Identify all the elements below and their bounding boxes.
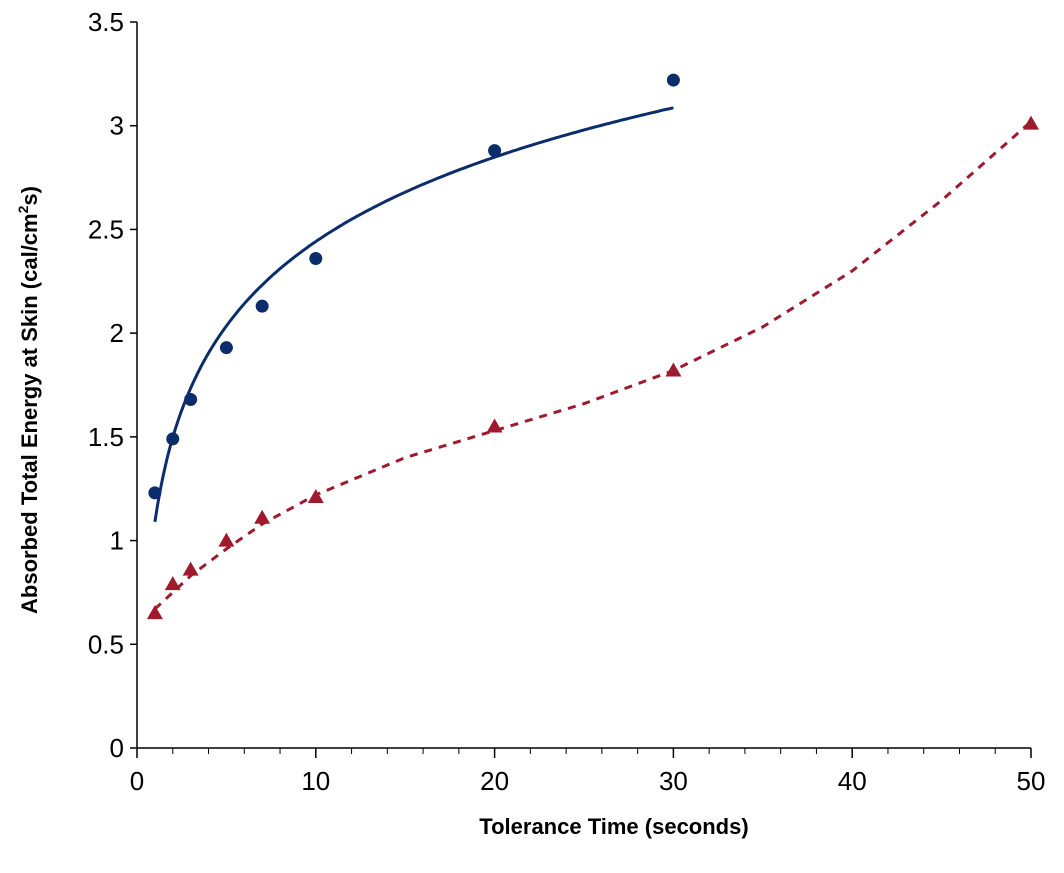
x-ticks: 0 10 20 30 40 50 [130, 748, 1046, 796]
y-tick-label: 0 [110, 733, 124, 763]
y-axis-title-superscript: 2 [15, 205, 31, 213]
data-point-series-1 [219, 341, 233, 355]
y-axis-title-main: Absorbed Total Energy at Skin (cal/cm [17, 213, 42, 614]
data-point-series-1 [309, 251, 323, 265]
x-tick-label: 0 [130, 766, 144, 796]
y-axis-title-end: s) [17, 186, 42, 206]
data-point-series-1 [184, 393, 198, 407]
data-point-series-2 [164, 576, 181, 591]
data-point-series-2 [1023, 115, 1039, 130]
data-point-series-2 [254, 509, 271, 524]
trendline-series-2 [153, 120, 1032, 611]
y-tick-label: 3.5 [88, 7, 124, 37]
y-tick-label: 2.5 [88, 214, 124, 244]
x-tick-label: 20 [480, 766, 509, 796]
data-point-series-2 [182, 561, 199, 576]
data-point-series-1 [666, 73, 680, 87]
x-tick-label: 10 [301, 766, 330, 796]
y-tick-label: 1.5 [88, 422, 124, 452]
y-ticks: 0 0.5 1 1.5 2 2.5 3 3.5 [88, 7, 137, 763]
x-tick-label: 50 [1017, 766, 1046, 796]
data-point-series-2 [665, 362, 682, 377]
trendlines [153, 106, 1032, 611]
y-axis-title: Absorbed Total Energy at Skin (cal/cm2s) [15, 186, 42, 614]
data-point-series-1 [488, 144, 502, 158]
data-point-series-1 [255, 299, 269, 313]
data-point-series-2 [146, 605, 163, 620]
y-tick-label: 2 [110, 318, 124, 348]
data-point-series-2 [218, 532, 235, 547]
y-tick-label: 0.5 [88, 629, 124, 659]
y-tick-label: 1 [110, 526, 124, 556]
trendline-series-1 [153, 106, 674, 523]
data-point-series-2 [307, 489, 324, 504]
y-tick-label: 3 [110, 111, 124, 141]
x-tick-label: 30 [659, 766, 688, 796]
plot-area [136, 22, 1031, 749]
data-point-series-1 [166, 432, 180, 446]
x-axis-title: Tolerance Time (seconds) [479, 814, 748, 839]
x-tick-label: 40 [838, 766, 867, 796]
data-point-series-1 [148, 486, 162, 500]
data-markers [146, 73, 1039, 620]
data-point-series-2 [486, 418, 503, 433]
